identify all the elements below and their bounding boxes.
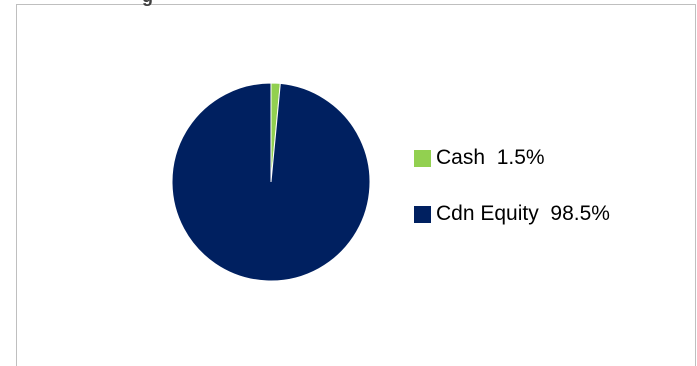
chart-title: g [142, 0, 153, 7]
chart-legend: Cash 1.5% Cdn Equity 98.5% [414, 145, 610, 257]
legend-value-cash: 1.5% [496, 146, 545, 169]
pie-slice-cdn-equity [171, 82, 371, 282]
legend-label-cash: Cash [436, 146, 486, 169]
chart-frame [16, 4, 696, 366]
legend-label-cdn-equity: Cdn Equity [436, 202, 539, 225]
legend-value-cdn-equity: 98.5% [550, 202, 610, 225]
legend-swatch-cash [414, 149, 431, 167]
legend-item-cdn-equity: Cdn Equity 98.5% [414, 201, 610, 227]
legend-item-cash: Cash 1.5% [414, 145, 610, 171]
legend-swatch-cdn-equity [414, 205, 431, 223]
